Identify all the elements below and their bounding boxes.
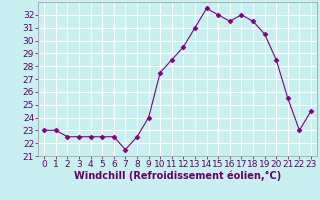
X-axis label: Windchill (Refroidissement éolien,°C): Windchill (Refroidissement éolien,°C) — [74, 171, 281, 181]
